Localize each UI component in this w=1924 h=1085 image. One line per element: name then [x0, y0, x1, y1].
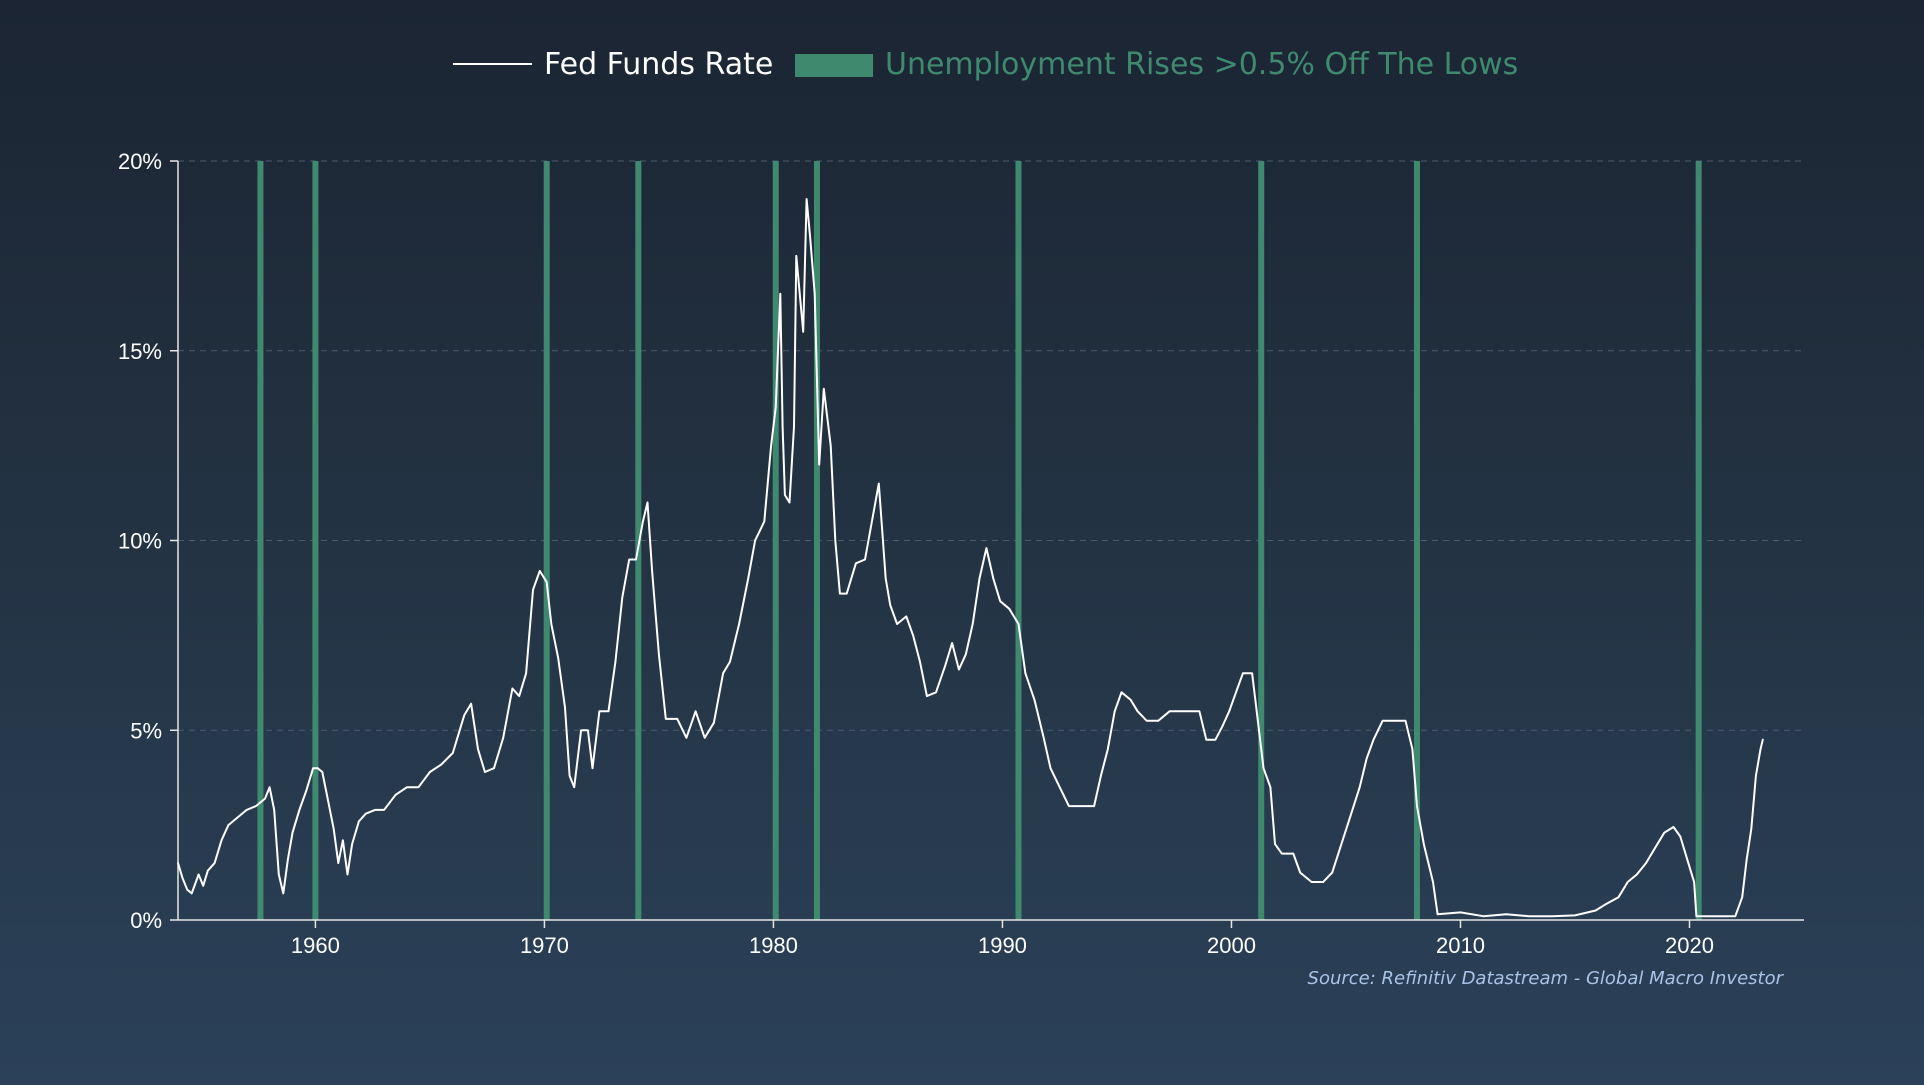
- unemployment-band: [813, 161, 820, 920]
- fed-funds-rate-line: [177, 198, 1764, 918]
- x-tick-label: 1990: [978, 933, 1027, 958]
- x-tick-label: 2020: [1665, 933, 1714, 958]
- unemployment-band: [257, 161, 264, 920]
- unemployment-band: [543, 161, 550, 920]
- y-tick-label: 10%: [118, 529, 162, 554]
- source-note: Source: Refinitiv Datastream - Global Ma…: [1308, 968, 1785, 989]
- legend-line-label: Fed Funds Rate: [544, 47, 773, 82]
- y-tick-label: 20%: [118, 149, 162, 174]
- unemployment-band: [1258, 161, 1265, 920]
- legend-band-swatch: [795, 54, 873, 77]
- x-tick-label: 2000: [1207, 933, 1256, 958]
- y-tick-label: 0%: [130, 908, 162, 933]
- unemployment-bands: [257, 161, 1702, 920]
- unemployment-band: [1413, 161, 1420, 920]
- unemployment-band: [1015, 161, 1022, 920]
- x-tick-label: 1980: [749, 933, 798, 958]
- unemployment-band: [312, 161, 319, 920]
- x-tick-label: 1970: [520, 933, 569, 958]
- grid: [178, 160, 1804, 731]
- legend-band-label: Unemployment Rises >0.5% Off The Lows: [885, 47, 1518, 82]
- unemployment-band: [1695, 161, 1702, 920]
- axes: 0% 5% 10% 15% 20% 1960 1970 1980 1990 2000 2010 202…: [118, 149, 1804, 958]
- x-tick-label: 2010: [1436, 933, 1485, 958]
- y-tick-label: 15%: [118, 339, 162, 364]
- legend: Fed Funds Rate Unemployment Rises >0.5% …: [453, 47, 1518, 82]
- y-tick-label: 5%: [130, 718, 162, 743]
- x-tick-label: 1960: [291, 933, 340, 958]
- unemployment-band: [635, 161, 642, 920]
- unemployment-band: [772, 161, 779, 920]
- fed-funds-line-layer: [177, 198, 1764, 918]
